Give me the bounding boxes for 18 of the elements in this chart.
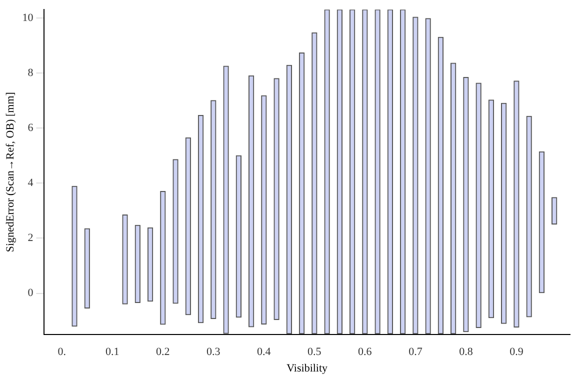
x-tick-label: 0.5 — [308, 346, 322, 358]
y-axis-title: SignedError (Scan→Ref, OB) [mm] — [4, 92, 16, 252]
x-tick-label: 0.2 — [156, 346, 170, 358]
y-tick-label: 0 — [28, 287, 34, 300]
x-tick-label: 0.1 — [106, 346, 120, 358]
x-tick-label: 0.7 — [408, 346, 423, 358]
x-tick-label: 0.3 — [206, 346, 221, 358]
x-tick-label: 0. — [58, 346, 66, 358]
y-tick-label: 8 — [28, 66, 34, 79]
x-axis-title: Visibility — [286, 362, 328, 374]
x-tick-label: 0.9 — [510, 346, 524, 358]
x-tick-label: 0.4 — [257, 346, 272, 358]
x-tick-label: 0.6 — [358, 346, 372, 358]
y-tick-label: 2 — [28, 232, 34, 244]
y-tick-label: 10 — [22, 12, 34, 24]
y-tick-label: 4 — [28, 177, 34, 190]
y-tick-label: 6 — [28, 122, 34, 134]
x-tick-label: 0.8 — [459, 346, 474, 358]
